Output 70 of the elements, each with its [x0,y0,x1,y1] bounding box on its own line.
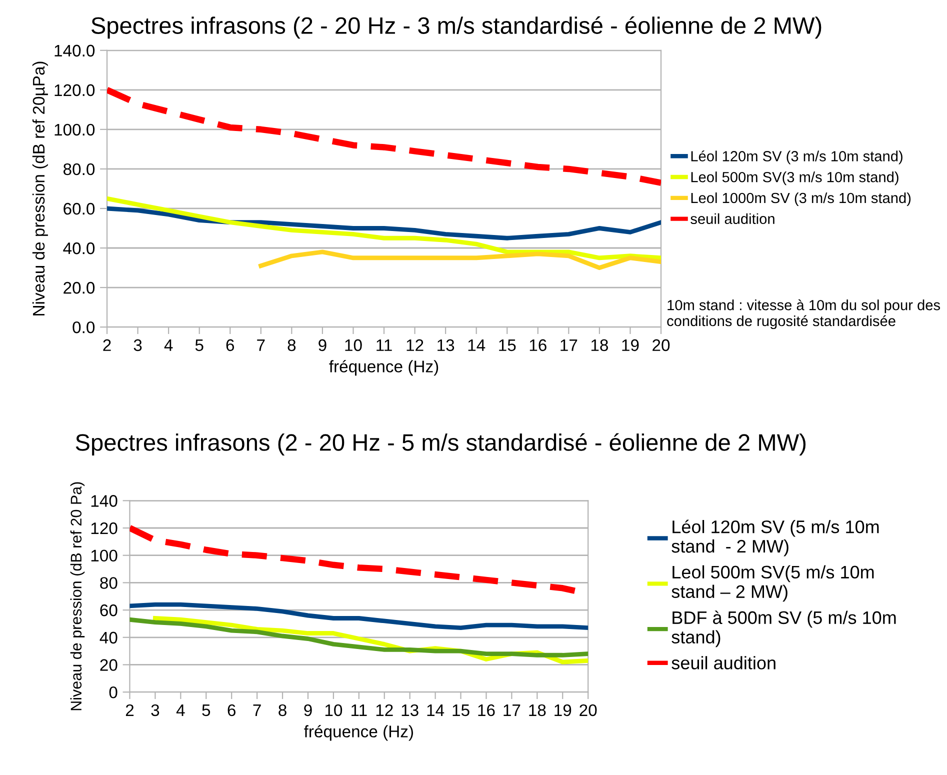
y-axis-title: Niveau de pression (dB ref 20µPa) [32,62,48,316]
y-tick-label: 60.0 [64,202,95,215]
x-tick-label: 15 [452,704,470,716]
y-tick-label: 140 [91,495,118,507]
legend-label: seuil audition [672,656,776,670]
x-tick-label: 19 [554,704,572,716]
x-tick-label: 2 [103,339,111,351]
x-tick-label: 16 [478,704,495,716]
y-tick-label: 80.0 [63,163,95,176]
x-tick-label: 6 [228,704,236,716]
x-tick-label: 10 [345,339,362,352]
x-tick-label: 12 [376,704,393,716]
x-tick-label: 12 [406,339,424,351]
y-tick-label: 0.0 [72,321,95,334]
y-tick-label: 20 [100,659,118,671]
x-tick-label: 5 [202,704,210,716]
y-tick-label: 100 [91,550,118,562]
x-tick-label: 7 [253,704,261,716]
legend-label: Léol 120m SV (3 m/s 10m stand) [691,150,902,164]
x-tick-label: 18 [591,339,608,352]
x-tick-label: 3 [134,339,142,352]
chart-title: Spectres infrasons (2 - 20 Hz - 5 m/s standardisé - éolienne de 2 MW) [76,433,806,456]
y-tick-label: 120 [91,522,118,534]
x-tick-label: 8 [288,339,296,352]
x-tick-label: 14 [468,339,486,351]
y-tick-label: 140.0 [54,44,95,57]
x-tick-label: 20 [580,704,597,716]
x-tick-label: 11 [352,704,367,716]
x-tick-label: 9 [318,339,326,352]
y-tick-label: 80 [100,577,118,589]
x-tick-label: 4 [176,704,185,716]
legend-label: Léol 120m SV (5 m/s 10m stand - 2 MW) [672,520,879,556]
line-series [258,250,662,270]
legend-label: Leol 500m SV(3 m/s 10m stand) [691,172,898,186]
x-tick-label: 19 [622,339,639,352]
y-tick-label: 120.0 [54,84,95,96]
x-tick-label: 8 [278,704,286,716]
x-tick-label: 10 [325,704,342,716]
x-tick-label: 14 [427,704,444,716]
legend-label: BDF à 500m SV (5 m/s 10m stand) [672,610,896,648]
legend-label: Leol 500m SV(5 m/s 10m stand – 2 MW) [672,565,874,602]
y-tick-label: 60 [100,604,118,616]
x-tick-label: 16 [530,339,546,352]
x-tick-label: 17 [504,704,520,716]
y-axis-title: Niveau de pression (dB ref 20 Pa) [70,482,85,710]
legend-label: Leol 1000m SV (3 m/s 10m stand) [691,192,911,206]
x-axis-title: fréquence (Hz) [304,724,413,741]
x-tick-label: 3 [151,704,160,716]
x-tick-label: 13 [402,704,418,716]
text: 10m stand : vitesse à 10m du sol pour des conditions de rugosité standardisée [667,299,940,330]
x-tick-label: 6 [226,339,234,352]
legend-label: seuil audition [690,213,774,224]
x-tick-label: 13 [438,339,454,352]
x-tick-label: 2 [126,704,134,716]
y-tick-label: 0 [109,686,118,698]
y-tick-label: 20.0 [64,282,95,294]
x-tick-label: 7 [257,339,265,351]
x-tick-label: 18 [529,704,546,716]
x-axis-title: fréquence (Hz) [329,360,438,376]
y-tick-label: 40 [100,632,118,644]
x-tick-label: 20 [652,339,670,352]
x-tick-label: 5 [195,339,204,352]
x-tick-label: 11 [376,339,392,351]
x-tick-label: 17 [560,339,578,351]
y-tick-label: 40.0 [63,242,95,254]
x-tick-label: 15 [499,339,516,352]
x-tick-label: 4 [164,339,173,351]
x-tick-label: 9 [304,704,312,716]
y-tick-label: 100.0 [54,124,95,136]
chart-title: Spectres infrasons (2 - 20 Hz - 3 m/s standardisé - éolienne de 2 MW) [91,16,822,39]
